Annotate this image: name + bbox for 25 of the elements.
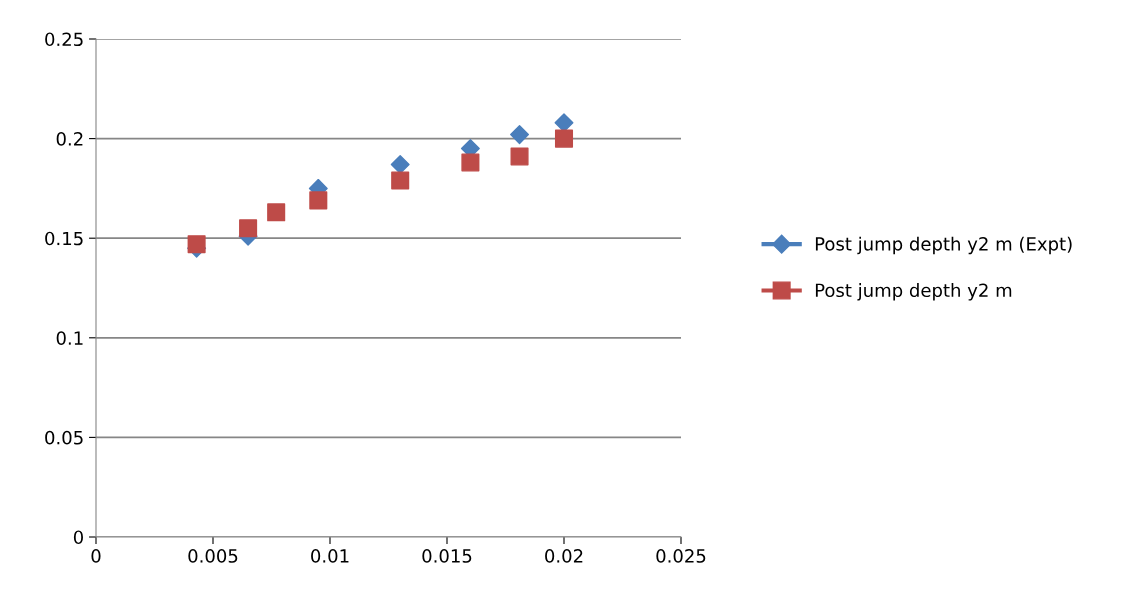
x-tick-label: 0.02 — [545, 549, 583, 563]
point — [239, 219, 258, 238]
point — [309, 191, 328, 210]
x-tick-label: 0.015 — [422, 549, 472, 563]
point — [390, 155, 410, 174]
legend-label: Post jump depth y2 m (Expt) — [815, 236, 1072, 255]
point — [510, 125, 530, 145]
legend-label: Post jump depth y2 m — [815, 283, 1012, 301]
x-tick-label: 0 — [91, 549, 101, 563]
point — [554, 129, 574, 148]
x-tick-label: 0.01 — [311, 549, 349, 563]
point — [391, 171, 410, 190]
point — [187, 235, 206, 254]
y-tick-label: 0.1 — [56, 331, 83, 345]
x-tick-label: 0.025 — [656, 549, 706, 563]
x-tick-label: 0.005 — [188, 549, 238, 563]
point — [510, 147, 529, 166]
point — [461, 153, 480, 172]
y-tick-label: 0 — [73, 530, 83, 545]
point — [554, 113, 574, 133]
y-tick-label: 0.05 — [45, 430, 83, 445]
point — [267, 203, 286, 222]
y-tick-label: 0.2 — [56, 132, 83, 146]
y-tick-label: 0.15 — [45, 231, 83, 246]
y-tick-label: 0.25 — [45, 32, 83, 47]
